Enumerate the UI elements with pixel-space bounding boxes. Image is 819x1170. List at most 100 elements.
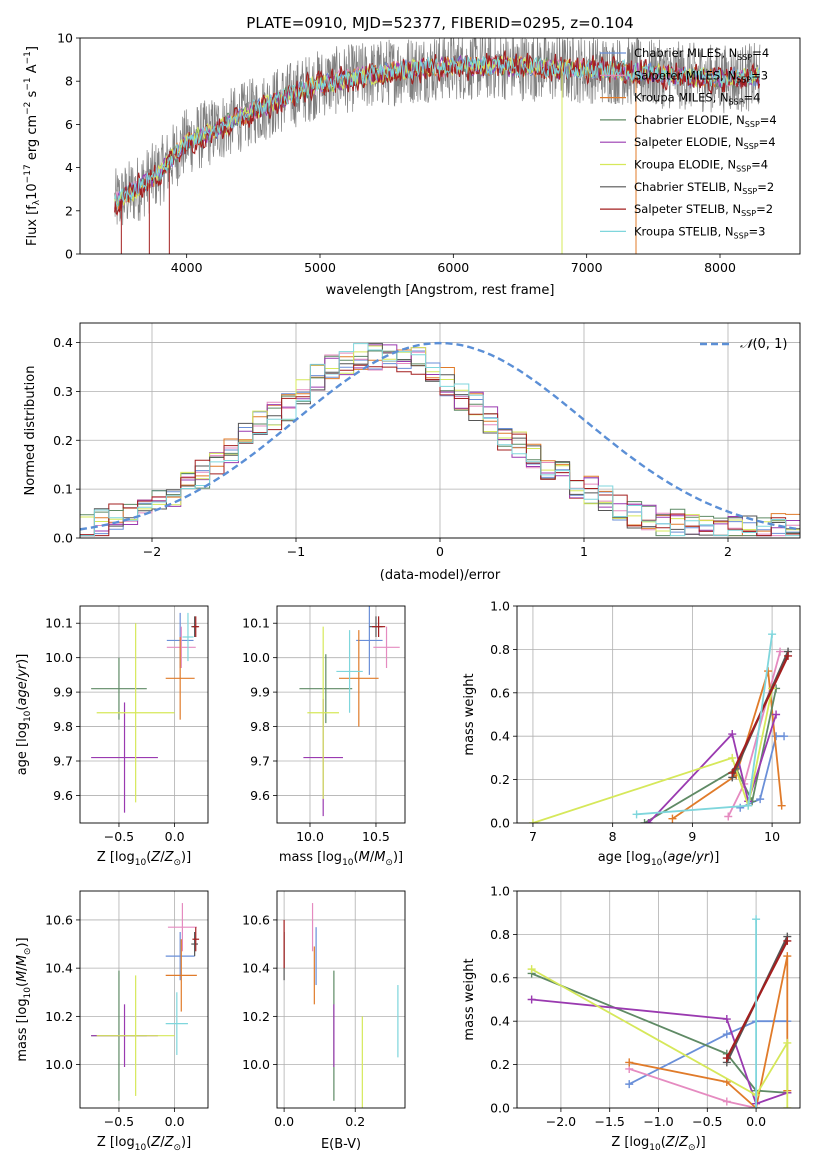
errorbar-point <box>91 657 147 720</box>
weight-marker <box>728 769 737 778</box>
errorbar-point <box>166 626 196 668</box>
errorbar-point <box>192 616 200 637</box>
weight-marker <box>625 1058 634 1067</box>
legend-entry: Kroupa MILES, NSSP=4 <box>634 91 760 107</box>
spectrum-model-line <box>114 56 760 207</box>
weight-marker <box>724 812 733 821</box>
axes-frame <box>276 605 406 824</box>
panel-z_vs_mass: −0.5 0.0 10.0 10.2 10.4 10.6 Z [log10(Z/Z⊙)] ma… <box>15 890 209 1153</box>
errorbar-point <box>165 931 195 981</box>
y-tick-label: 10.4 <box>45 961 73 976</box>
weight-marker <box>756 795 765 804</box>
y-axis-label: mass [log10(M/M⊙)] <box>15 937 33 1061</box>
weight-marker <box>772 732 781 741</box>
legend-entry: Kroupa ELODIE, NSSP=4 <box>634 158 768 174</box>
x-tick-label: 8 <box>609 829 617 844</box>
spectrum-data-line <box>114 38 761 226</box>
x-tick-label: 6000 <box>437 260 469 275</box>
axes-frame <box>516 605 801 824</box>
y-tick-label: 0.6 <box>490 685 510 700</box>
weight-line <box>647 714 777 823</box>
x-tick-label: 0.2 <box>345 1114 365 1129</box>
y-tick-label: 10.0 <box>45 650 73 665</box>
y-tick-label: 9.6 <box>53 788 73 803</box>
weight-marker <box>722 1054 731 1063</box>
legend-entry: Chabrier STELIB, NSSP=2 <box>634 180 774 196</box>
y-tick-label: 0.6 <box>490 970 510 985</box>
y-tick-label: 9.6 <box>250 788 270 803</box>
x-tick-label: 1 <box>580 544 588 559</box>
weight-marker <box>668 814 677 823</box>
y-tick-label: 10.2 <box>242 1009 270 1024</box>
y-tick-label: 10 <box>57 31 73 46</box>
errorbar-point <box>96 975 175 1096</box>
y-tick-label: 10.0 <box>242 650 270 665</box>
y-tick-label: 0.4 <box>490 729 510 744</box>
y-tick-label: 0.1 <box>53 482 73 497</box>
weight-marker <box>784 651 793 660</box>
errorbar-point <box>182 612 194 662</box>
y-tick-label: 0 <box>65 247 73 262</box>
weight-marker <box>728 730 737 739</box>
errorbar-point <box>96 623 175 803</box>
errorbar-point <box>91 702 158 813</box>
x-tick-label: 0 <box>436 544 444 559</box>
weight-marker <box>644 819 653 823</box>
x-axis-label: mass [log10(M/M⊙)] <box>279 850 403 868</box>
errorbar-point <box>372 616 386 637</box>
errorbar-point <box>165 637 195 720</box>
legend-entry: Kroupa STELIB, NSSP=3 <box>634 224 765 240</box>
weight-marker <box>752 915 761 924</box>
weight-marker <box>783 936 792 945</box>
y-tick-label: 9.8 <box>53 719 73 734</box>
weight-marker <box>776 647 785 656</box>
x-tick-label: −0.5 <box>692 1114 722 1129</box>
x-tick-label: 9 <box>688 829 696 844</box>
weight-marker <box>527 995 536 1004</box>
errorbar-point <box>165 939 197 1012</box>
x-tick-label: 7000 <box>571 260 603 275</box>
x-tick-label: 10 <box>764 829 780 844</box>
panel-spectrum: 4000 5000 6000 7000 8000 0 2 4 6 8 10 wavelength [A… <box>23 31 801 298</box>
x-tick-label: −0.5 <box>104 1114 134 1129</box>
errorbar-point <box>167 903 197 952</box>
y-tick-label: 1.0 <box>490 884 510 899</box>
x-tick-label: 7 <box>529 829 537 844</box>
weight-marker <box>783 952 792 961</box>
weight-marker <box>722 1015 731 1024</box>
weight-line <box>531 972 788 1094</box>
x-tick-label: 0.0 <box>746 1114 766 1129</box>
weight-marker <box>527 965 536 974</box>
x-axis-label: Z [log10(Z/Z⊙)] <box>97 850 191 868</box>
normal-curve <box>80 341 800 531</box>
x-tick-label: 0.0 <box>165 1114 185 1129</box>
y-tick-label: 0.3 <box>53 384 73 399</box>
weight-marker <box>783 1104 792 1108</box>
y-tick-label: 1.0 <box>490 599 510 614</box>
x-tick-label: −1.0 <box>643 1114 673 1129</box>
x-tick-label: 8000 <box>704 260 736 275</box>
y-axis-label: mass weight <box>462 673 477 755</box>
weight-line <box>725 940 789 1059</box>
legend-entry: Salpeter MILES, NSSP=3 <box>634 68 768 84</box>
panel-z_vs_age: −0.5 0.0 9.6 9.7 9.8 9.9 10.0 10.1 Z [log10(Z/Z⊙… <box>15 605 209 868</box>
y-axis-label: age [log10(age/yr)] <box>15 654 33 776</box>
weight-marker <box>783 1038 792 1047</box>
y-tick-label: 0.0 <box>490 816 510 831</box>
weight-marker <box>772 710 781 719</box>
weight-line <box>671 670 783 820</box>
y-axis-label: mass weight <box>462 958 477 1040</box>
y-tick-label: 10.6 <box>45 912 73 927</box>
histogram-step-7 <box>80 364 800 537</box>
weight-marker <box>722 1030 731 1039</box>
y-axis-label: Normed distribution <box>23 366 38 496</box>
y-tick-label: 9.7 <box>53 754 73 769</box>
weight-line <box>532 688 773 823</box>
weight-marker <box>632 810 641 819</box>
y-tick-label: 0.8 <box>490 927 510 942</box>
spectrum-model-line <box>114 50 761 217</box>
errorbar-point <box>191 931 198 957</box>
weight-marker <box>752 1104 761 1108</box>
legend-entry: 𝒩(0, 1) <box>740 337 787 352</box>
